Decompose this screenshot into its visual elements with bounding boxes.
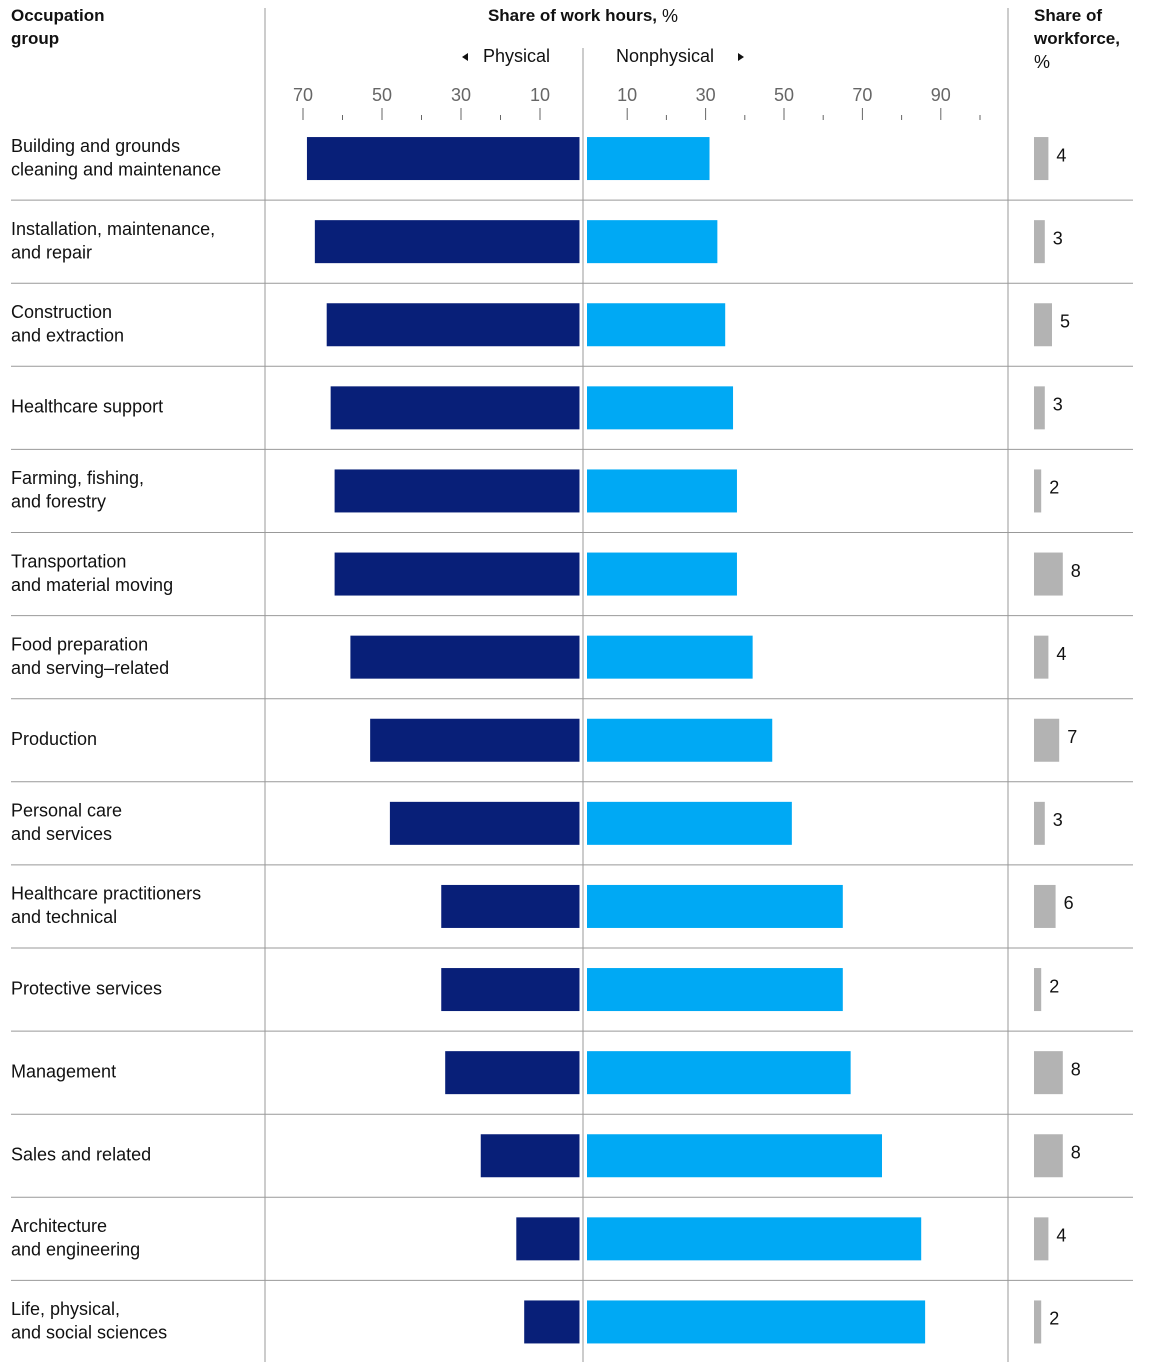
workforce-bar — [1034, 303, 1052, 347]
x-tick-label: 50 — [372, 85, 392, 105]
workforce-label: 7 — [1067, 727, 1077, 747]
workforce-label: 4 — [1056, 145, 1066, 165]
category-header: Occupation group — [11, 6, 105, 48]
workforce-label: 4 — [1056, 644, 1066, 664]
category-label: Healthcare practitioners and technical — [11, 883, 201, 927]
nonphysical-bar — [587, 968, 843, 1012]
workforce-label: 2 — [1049, 1309, 1059, 1329]
x-tick-label: 30 — [451, 85, 471, 105]
workforce-bar — [1034, 137, 1049, 181]
workforce-bar — [1034, 469, 1042, 513]
physical-bar — [350, 635, 580, 679]
legend-right: Nonphysical — [616, 46, 714, 66]
category-label: Sales and related — [11, 1145, 151, 1165]
workforce-label: 2 — [1049, 976, 1059, 996]
workforce-label: 3 — [1053, 810, 1063, 830]
workforce-bar — [1034, 801, 1045, 845]
workforce-label: 3 — [1053, 395, 1063, 415]
physical-bar — [480, 1134, 580, 1178]
workforce-bar — [1034, 635, 1049, 679]
nonphysical-bar — [587, 1217, 922, 1261]
workforce-bar — [1034, 1134, 1063, 1178]
physical-bar — [370, 718, 580, 762]
nonphysical-bar — [587, 718, 773, 762]
category-label: Protective services — [11, 978, 162, 998]
category-label: Healthcare support — [11, 397, 163, 417]
chart-title: Share of work hours,% — [488, 6, 678, 26]
workforce-label: 8 — [1071, 1143, 1081, 1163]
category-label: Construction and extraction — [11, 302, 124, 346]
workforce-label: 5 — [1060, 312, 1070, 332]
physical-bar — [334, 552, 580, 596]
x-tick-label: 10 — [530, 85, 550, 105]
side-title: Share of workforce, — [1033, 6, 1120, 48]
physical-bar — [441, 884, 580, 928]
workforce-bar — [1034, 386, 1045, 430]
title: Share of work hours, — [488, 6, 657, 25]
workforce-bar — [1034, 1300, 1042, 1344]
category-label: Installation, maintenance, and repair — [11, 219, 215, 263]
physical-bar — [334, 469, 580, 513]
workforce-bar — [1034, 220, 1045, 264]
workforce-bar — [1034, 884, 1056, 928]
nonphysical-bar — [587, 386, 734, 430]
x-tick-label: 90 — [931, 85, 951, 105]
physical-bar — [445, 1051, 580, 1095]
workforce-label: 3 — [1053, 228, 1063, 248]
category-label: Farming, fishing, and forestry — [11, 468, 144, 512]
nonphysical-bar — [587, 1051, 851, 1095]
category-label: Transportation and material moving — [11, 551, 173, 595]
x-tick-label: 30 — [696, 85, 716, 105]
workforce-label: 2 — [1049, 478, 1059, 498]
left-arrow — [462, 53, 468, 61]
category-label: Production — [11, 729, 97, 749]
x-tick-label: 50 — [774, 85, 794, 105]
nonphysical-bar — [587, 137, 710, 181]
workforce-label: 8 — [1071, 1059, 1081, 1079]
category-label: Personal care and services — [11, 800, 122, 844]
workforce-label: 6 — [1064, 893, 1074, 913]
nonphysical-bar — [587, 801, 792, 845]
physical-bar — [524, 1300, 580, 1344]
nonphysical-bar — [587, 303, 726, 347]
x-tick-label: 70 — [852, 85, 872, 105]
physical-bar — [306, 137, 580, 181]
physical-bar — [441, 968, 580, 1012]
workforce-bar — [1034, 1217, 1049, 1261]
physical-bar — [314, 220, 580, 264]
category-label: Architecture and engineering — [11, 1216, 140, 1260]
workforce-label: 4 — [1056, 1226, 1066, 1246]
nonphysical-bar — [587, 1134, 882, 1178]
category-label: Food preparation and serving–related — [11, 634, 169, 678]
workforce-bar — [1034, 968, 1042, 1012]
side-unit: % — [1034, 52, 1050, 72]
physical-bar — [330, 386, 580, 430]
category-label: Management — [11, 1061, 116, 1081]
nonphysical-bar — [587, 1300, 926, 1344]
nonphysical-bar — [587, 552, 737, 596]
physical-bar — [389, 801, 580, 845]
workforce-label: 8 — [1071, 561, 1081, 581]
legend-left: Physical — [483, 46, 550, 66]
workforce-bar — [1034, 1051, 1063, 1095]
workforce-bar — [1034, 552, 1063, 596]
nonphysical-bar — [587, 220, 718, 264]
right-arrow — [738, 53, 744, 61]
title-unit: % — [662, 6, 678, 26]
x-tick-label: 70 — [293, 85, 313, 105]
x-tick-label: 10 — [617, 85, 637, 105]
workforce-bar — [1034, 718, 1060, 762]
category-label: Life, physical, and social sciences — [11, 1299, 167, 1343]
nonphysical-bar — [587, 469, 737, 513]
physical-bar — [516, 1217, 580, 1261]
physical-bar — [326, 303, 580, 347]
category-label: Building and grounds cleaning and mainten… — [11, 136, 221, 180]
nonphysical-bar — [587, 635, 753, 679]
nonphysical-bar — [587, 884, 843, 928]
